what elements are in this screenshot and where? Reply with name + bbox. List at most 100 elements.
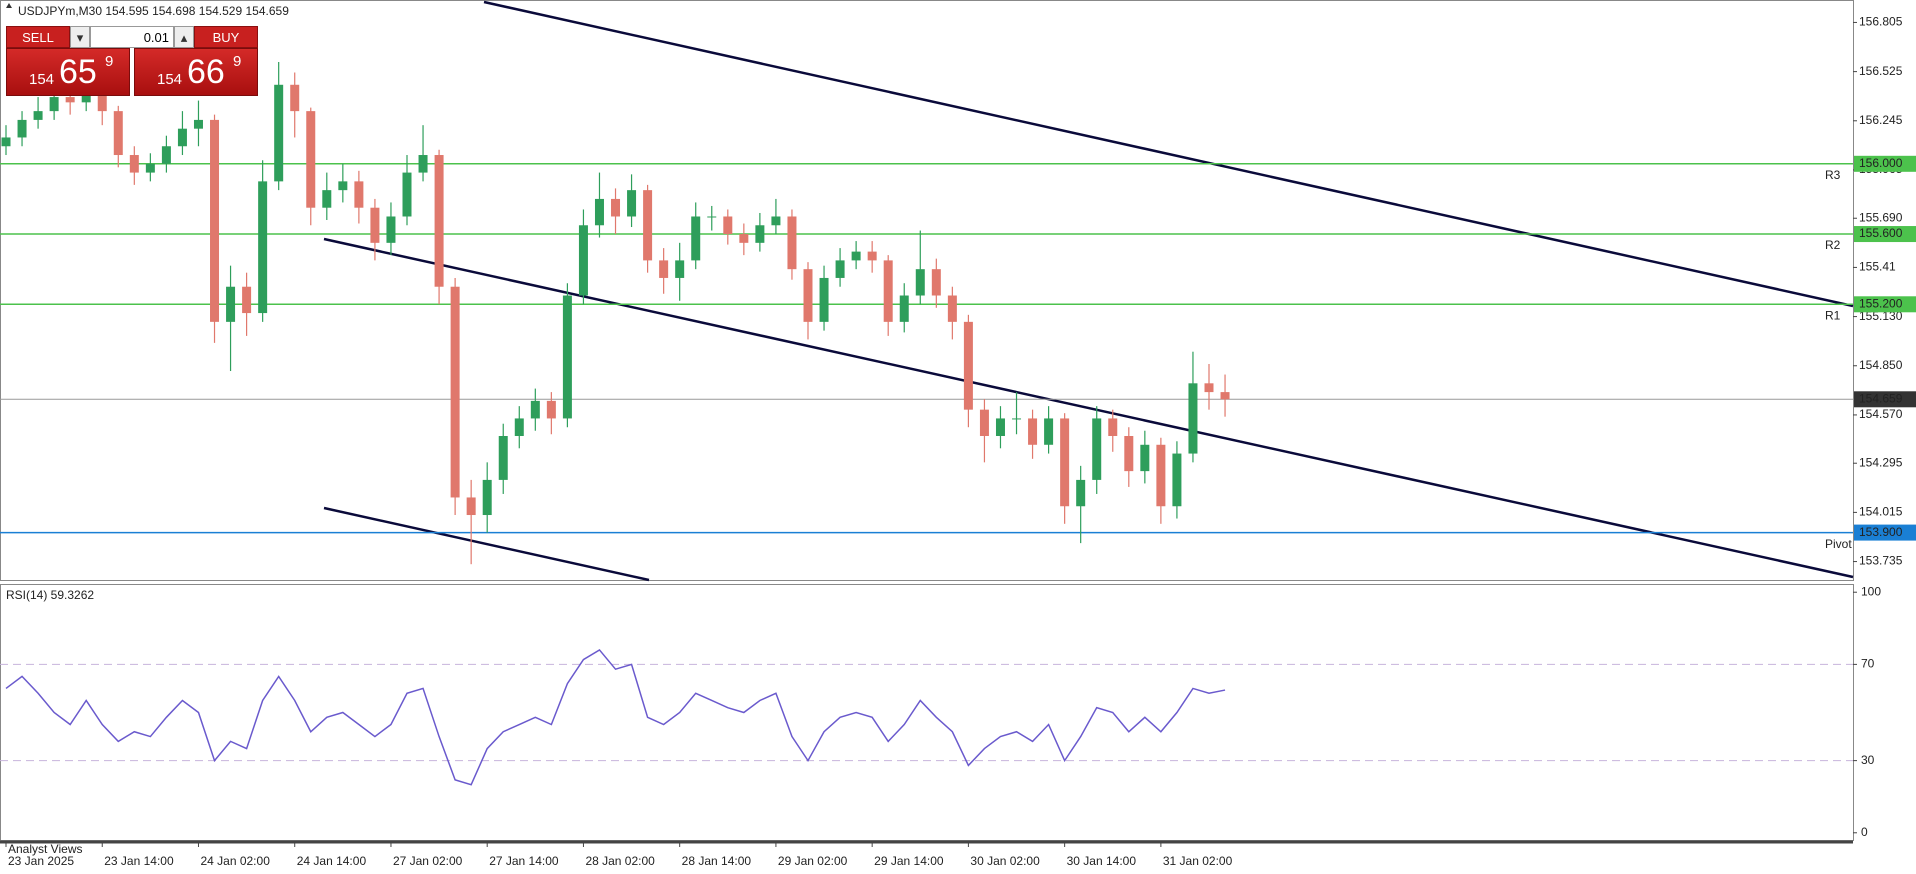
level-label: 153.900 — [1859, 525, 1903, 539]
candle-body — [867, 251, 877, 261]
level-tag: R2 — [1825, 238, 1841, 252]
candle-body — [643, 190, 653, 261]
y-tick-label: 70 — [1861, 657, 1875, 671]
candle-body — [354, 181, 364, 208]
x-tick-label: 27 Jan 14:00 — [489, 854, 559, 868]
rsi-frame — [0, 584, 1854, 841]
rsi-line — [5, 648, 1226, 786]
x-tick-label: 24 Jan 02:00 — [200, 854, 270, 868]
ask-main: 66 — [187, 53, 225, 91]
candle-body — [627, 190, 637, 217]
candle-body — [851, 251, 861, 261]
y-tick-label: 154.015 — [1859, 505, 1903, 519]
candle-body — [1, 137, 11, 147]
lots-up[interactable]: ▴ — [174, 26, 194, 48]
candle-body — [161, 146, 171, 164]
candle-body — [659, 260, 669, 278]
trendline — [323, 237, 1854, 579]
bid-quote[interactable]: 154 65 9 — [6, 48, 130, 96]
x-tick-label: 27 Jan 02:00 — [393, 854, 463, 868]
candle-body — [739, 234, 749, 243]
candle-body — [1140, 444, 1150, 472]
x-tick-label: 29 Jan 14:00 — [874, 854, 944, 868]
candle-body — [707, 216, 717, 218]
candle-body — [1092, 418, 1102, 480]
candle-body — [49, 97, 59, 112]
lots-down[interactable]: ▾ — [70, 26, 90, 48]
candle-body — [931, 269, 941, 296]
current-price-label: 154.659 — [1859, 391, 1903, 405]
candle-body — [306, 111, 316, 208]
candle-body — [33, 111, 43, 120]
candle-body — [995, 418, 1005, 436]
candle-body — [883, 260, 893, 322]
candle-body — [1108, 418, 1118, 436]
candle-body — [402, 172, 412, 217]
candle-body — [771, 216, 781, 226]
candle-body — [1012, 418, 1022, 420]
candle-body — [611, 198, 621, 217]
candle-body — [1044, 418, 1054, 445]
candle-body — [1188, 383, 1198, 454]
level-box — [1854, 296, 1916, 313]
x-tick-label: 30 Jan 14:00 — [1067, 854, 1137, 868]
candle-body — [755, 225, 765, 243]
analyst-tab[interactable]: Analyst Views — [8, 842, 82, 856]
candle-body — [675, 260, 685, 278]
bid-big: 154 — [29, 71, 55, 88]
candle-body — [1124, 436, 1134, 472]
buy-button[interactable]: BUY — [194, 26, 258, 48]
ask-quote[interactable]: 154 66 9 — [134, 48, 258, 96]
candle-body — [81, 93, 91, 103]
candle-body — [947, 295, 957, 322]
candle-body — [113, 111, 123, 156]
current-price-box — [1854, 391, 1916, 408]
y-tick-label: 153.735 — [1859, 554, 1903, 568]
candle-body — [434, 155, 444, 287]
candle-body — [787, 216, 797, 270]
x-tick-label: 29 Jan 02:00 — [778, 854, 848, 868]
candle-body — [242, 286, 252, 314]
candle-body — [594, 198, 604, 226]
candle-body — [899, 295, 909, 322]
trendline — [323, 506, 650, 582]
candle-body — [1172, 453, 1182, 507]
x-tick-label: 28 Jan 14:00 — [682, 854, 752, 868]
candle-body — [322, 190, 332, 208]
trendline — [483, 0, 1854, 308]
sell-button[interactable]: SELL — [6, 26, 70, 48]
candle-body — [723, 216, 733, 235]
candle-body — [691, 216, 701, 261]
candle-body — [290, 84, 300, 112]
candle-body — [979, 409, 989, 436]
lots-input[interactable]: 0.01 — [90, 26, 174, 48]
x-tick-label: 28 Jan 02:00 — [585, 854, 655, 868]
candle-body — [274, 84, 284, 182]
candle-body — [498, 436, 508, 480]
x-tick-label: 30 Jan 02:00 — [970, 854, 1040, 868]
ask-big: 154 — [157, 71, 183, 88]
rsi-title: RSI(14) 59.3262 — [6, 588, 94, 602]
candle-body — [915, 269, 925, 296]
x-tick-label: 23 Jan 14:00 — [104, 854, 174, 868]
y-tick-label: 156.245 — [1859, 113, 1903, 127]
x-tick-label: 23 Jan 2025 — [8, 854, 74, 868]
y-tick-label: 156.525 — [1859, 64, 1903, 78]
level-label: 156.000 — [1859, 156, 1903, 170]
level-box — [1854, 524, 1916, 541]
y-tick-label: 154.850 — [1859, 358, 1903, 372]
candle-body — [258, 181, 268, 314]
candle-body — [1220, 392, 1230, 400]
candle-body — [963, 321, 973, 410]
candle-body — [514, 418, 524, 436]
candle-body — [1204, 383, 1214, 393]
y-tick-label: 154.570 — [1859, 407, 1903, 421]
candle-body — [1028, 418, 1038, 445]
x-tick-label: 24 Jan 14:00 — [297, 854, 367, 868]
candle-body — [835, 260, 845, 278]
candle-body — [145, 163, 155, 173]
collapse-icon[interactable] — [6, 3, 12, 8]
level-box — [1854, 226, 1916, 243]
one-click-trading: SELL ▾ 0.01 ▴ BUY 154 65 9 154 66 9 — [6, 26, 258, 96]
